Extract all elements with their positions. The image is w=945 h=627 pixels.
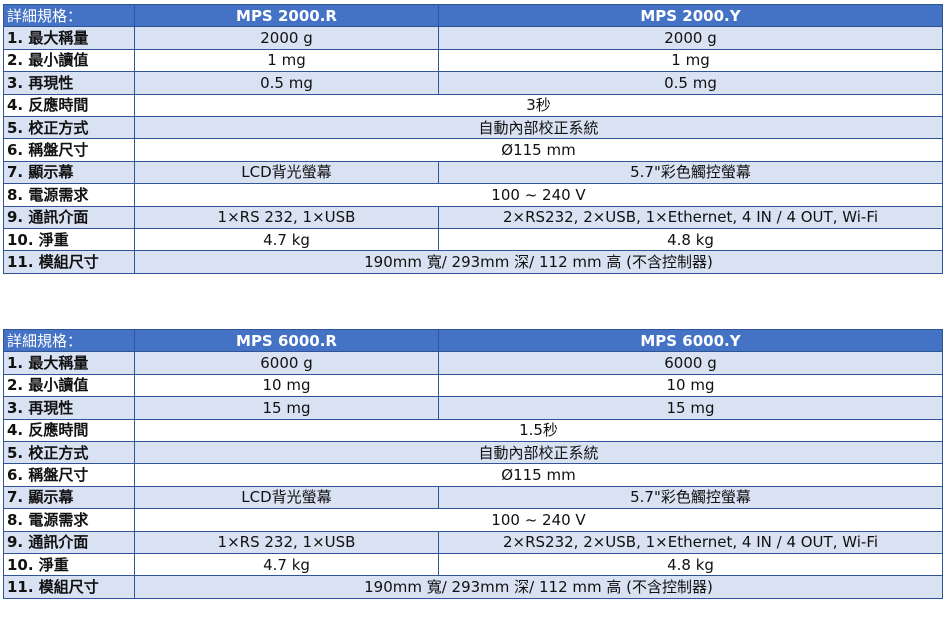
spec-row: 5. 校正方式 自動內部校正系統	[3, 115, 943, 140]
spec-label: 1. 最大稱量	[3, 26, 135, 50]
spec-label: 6. 稱盤尺寸	[3, 138, 135, 162]
spec-row: 6. 稱盤尺寸 Ø115 mm	[3, 138, 943, 162]
spec-row: 2. 最小讀值 1 mg 1 mg	[3, 48, 943, 73]
spec-row: 1. 最大稱量 6000 g 6000 g	[3, 351, 943, 375]
spec-label: 5. 校正方式	[3, 440, 135, 465]
model-name: MPS 2000.Y	[438, 3, 943, 28]
spec-value: 6000 g	[438, 351, 943, 375]
spec-label: 10. 淨重	[3, 552, 135, 577]
spec-label: 2. 最小讀值	[3, 48, 135, 73]
model-name: MPS 6000.Y	[438, 328, 943, 353]
spec-row: 4. 反應時間 1.5秒	[3, 418, 943, 442]
spec-value: 10 mg	[438, 373, 943, 398]
header-row: 詳細規格： MPS 2000.R MPS 2000.Y	[3, 3, 943, 28]
spec-label: 8. 電源需求	[3, 183, 135, 207]
header-row: 詳細規格： MPS 6000.R MPS 6000.Y	[3, 328, 943, 353]
spec-value: 4.7 kg	[134, 227, 439, 252]
spec-value: 0.5 mg	[438, 71, 943, 95]
spec-label: 6. 稱盤尺寸	[3, 463, 135, 487]
spec-label: 1. 最大稱量	[3, 351, 135, 375]
spec-row: 3. 再現性 0.5 mg 0.5 mg	[3, 71, 943, 95]
spec-row: 1. 最大稱量 2000 g 2000 g	[3, 26, 943, 50]
spec-label: 5. 校正方式	[3, 115, 135, 140]
model-name: MPS 6000.R	[134, 328, 439, 353]
spec-value: 1×RS 232, 1×USB	[134, 205, 439, 229]
spec-value: 15 mg	[134, 396, 439, 420]
spec-row: 6. 稱盤尺寸 Ø115 mm	[3, 463, 943, 487]
spec-label: 4. 反應時間	[3, 418, 135, 442]
header-label: 詳細規格：	[3, 3, 135, 28]
spec-row: 4. 反應時間 3秒	[3, 93, 943, 117]
spec-label: 11. 模組尺寸	[3, 250, 135, 274]
spec-value: 1.5秒	[134, 418, 943, 442]
spec-row: 11. 模組尺寸 190mm 寬/ 293mm 深/ 112 mm 高 (不含控制…	[3, 575, 943, 599]
spec-value: 190mm 寬/ 293mm 深/ 112 mm 高 (不含控制器)	[134, 250, 943, 274]
spec-row: 7. 顯示幕 LCD背光螢幕 5.7"彩色觸控螢幕	[3, 485, 943, 510]
spec-label: 9. 通訊介面	[3, 530, 135, 554]
spec-row: 8. 電源需求 100 ~ 240 V	[3, 508, 943, 532]
spec-row: 10. 淨重 4.7 kg 4.8 kg	[3, 227, 943, 252]
spec-label: 2. 最小讀值	[3, 373, 135, 398]
spec-value: 5.7"彩色觸控螢幕	[438, 160, 943, 185]
spec-value: Ø115 mm	[134, 138, 943, 162]
spec-value: Ø115 mm	[134, 463, 943, 487]
spec-label: 3. 再現性	[3, 71, 135, 95]
spec-value: 0.5 mg	[134, 71, 439, 95]
spec-value: 10 mg	[134, 373, 439, 398]
spec-value: 190mm 寬/ 293mm 深/ 112 mm 高 (不含控制器)	[134, 575, 943, 599]
spec-value: 2000 g	[438, 26, 943, 50]
spec-row: 9. 通訊介面 1×RS 232, 1×USB 2×RS232, 2×USB, 1×…	[3, 530, 943, 554]
spec-value: 6000 g	[134, 351, 439, 375]
header-label: 詳細規格：	[3, 328, 135, 353]
spec-row: 7. 顯示幕 LCD背光螢幕 5.7"彩色觸控螢幕	[3, 160, 943, 185]
spec-value: 4.8 kg	[438, 552, 943, 577]
spec-row: 3. 再現性 15 mg 15 mg	[3, 396, 943, 420]
spec-label: 10. 淨重	[3, 227, 135, 252]
spec-row: 8. 電源需求 100 ~ 240 V	[3, 183, 943, 207]
spec-value: 1×RS 232, 1×USB	[134, 530, 439, 554]
spec-value: 3秒	[134, 93, 943, 117]
spec-value: 4.7 kg	[134, 552, 439, 577]
spec-value: 2×RS232, 2×USB, 1×Ethernet, 4 IN / 4 OUT…	[438, 205, 943, 229]
spec-row: 5. 校正方式 自動內部校正系統	[3, 440, 943, 465]
spec-value: 100 ~ 240 V	[134, 183, 943, 207]
spec-label: 11. 模組尺寸	[3, 575, 135, 599]
spec-value: 100 ~ 240 V	[134, 508, 943, 532]
spec-value: 1 mg	[134, 48, 439, 73]
spec-row: 11. 模組尺寸 190mm 寬/ 293mm 深/ 112 mm 高 (不含控制…	[3, 250, 943, 274]
spec-value: 自動內部校正系統	[134, 440, 943, 465]
spec-value: 2000 g	[134, 26, 439, 50]
spec-label: 8. 電源需求	[3, 508, 135, 532]
spec-value: 2×RS232, 2×USB, 1×Ethernet, 4 IN / 4 OUT…	[438, 530, 943, 554]
spec-label: 4. 反應時間	[3, 93, 135, 117]
spec-value: 5.7"彩色觸控螢幕	[438, 485, 943, 510]
spec-label: 3. 再現性	[3, 396, 135, 420]
spec-row: 10. 淨重 4.7 kg 4.8 kg	[3, 552, 943, 577]
spec-label: 9. 通訊介面	[3, 205, 135, 229]
spec-value: 1 mg	[438, 48, 943, 73]
spec-table-2: 詳細規格： MPS 6000.R MPS 6000.Y 1. 最大稱量 6000 g 60…	[3, 328, 943, 599]
spec-label: 7. 顯示幕	[3, 485, 135, 510]
spec-value: LCD背光螢幕	[134, 160, 439, 185]
spec-value: LCD背光螢幕	[134, 485, 439, 510]
model-name: MPS 2000.R	[134, 3, 439, 28]
spec-row: 9. 通訊介面 1×RS 232, 1×USB 2×RS232, 2×USB, 1×…	[3, 205, 943, 229]
spec-row: 2. 最小讀值 10 mg 10 mg	[3, 373, 943, 398]
spec-table-1: 詳細規格： MPS 2000.R MPS 2000.Y 1. 最大稱量 2000 g 20…	[3, 3, 943, 274]
spec-value: 自動內部校正系統	[134, 115, 943, 140]
spec-value: 15 mg	[438, 396, 943, 420]
spec-value: 4.8 kg	[438, 227, 943, 252]
spec-label: 7. 顯示幕	[3, 160, 135, 185]
